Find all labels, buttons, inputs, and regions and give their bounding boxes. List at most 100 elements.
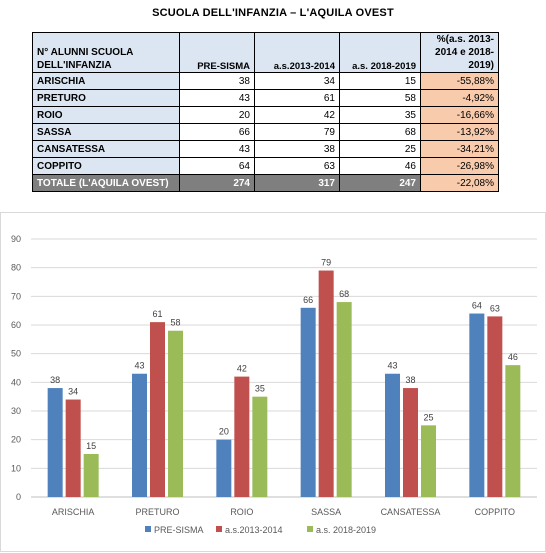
legend-swatch — [307, 526, 313, 532]
y-tick-label: 60 — [11, 320, 21, 330]
x-tick-label: SASSA — [311, 507, 341, 517]
table-row: ARISCHIA 38 34 15 -55,88% — [32, 72, 499, 90]
row-percent: -34,21% — [420, 140, 499, 158]
bar — [469, 313, 485, 497]
y-tick-label: 0 — [16, 492, 21, 502]
table-row: COPPITO 64 63 46 -26,98% — [32, 157, 499, 175]
header-pre-sisma: PRE-SISMA — [179, 32, 255, 73]
data-label: 38 — [405, 375, 415, 385]
data-label: 15 — [86, 441, 96, 451]
data-label: 64 — [472, 301, 482, 311]
legend-swatch — [216, 526, 222, 532]
bar — [150, 322, 165, 497]
total-2013-2014: 317 — [254, 174, 340, 192]
header-percent: %(a.s. 2013-2014 e 2018-2019) — [420, 32, 499, 73]
bar — [336, 302, 352, 497]
legend-label: a.s.2013-2014 — [225, 525, 283, 535]
x-tick-label: COPPITO — [475, 507, 515, 517]
data-label: 25 — [423, 412, 433, 422]
bar — [216, 439, 232, 497]
data-label: 20 — [219, 427, 229, 437]
row-percent: -26,98% — [420, 157, 499, 175]
row-2018-2019: 15 — [339, 72, 421, 90]
header-name: N° ALUNNI SCUOLA DELL'INFANZIA — [32, 32, 180, 73]
row-2013-2014: 42 — [254, 106, 340, 124]
bar — [505, 365, 521, 497]
row-pre-sisma: 64 — [179, 157, 255, 175]
data-label: 38 — [50, 375, 60, 385]
row-2013-2014: 61 — [254, 89, 340, 107]
table-row: ROIO 20 42 35 -16,66% — [32, 106, 499, 124]
header-2013-2014: a.s.2013-2014 — [254, 32, 340, 73]
row-percent: -55,88% — [420, 72, 499, 90]
header-2018-2019: a.s. 2018-2019 — [339, 32, 421, 73]
row-2018-2019: 68 — [339, 123, 421, 141]
table-row: PRETURO 43 61 58 -4,92% — [32, 89, 499, 107]
page-title: SCUOLA DELL'INFANZIA – L'AQUILA OVEST — [152, 7, 394, 19]
row-name: SASSA — [32, 123, 180, 141]
bar — [300, 307, 316, 497]
students-table: N° ALUNNI SCUOLA DELL'INFANZIA PRE-SISMA… — [32, 32, 499, 192]
bar — [318, 270, 334, 497]
y-tick-label: 30 — [11, 406, 21, 416]
row-pre-sisma: 43 — [179, 89, 255, 107]
data-label: 42 — [237, 364, 247, 374]
bar — [47, 388, 63, 497]
data-label: 63 — [490, 303, 500, 313]
bar-chart: 0 10 20 30 40 50 60 70 80 90 38 34 15 ARISCHIA 43 61 58 P… — [0, 212, 546, 552]
bar — [83, 454, 99, 497]
total-2018-2019: 247 — [339, 174, 421, 192]
legend-swatch — [145, 526, 151, 532]
row-name: ROIO — [32, 106, 180, 124]
bar — [403, 388, 418, 497]
row-pre-sisma: 20 — [179, 106, 255, 124]
data-label: 46 — [508, 352, 518, 362]
x-tick-label: CANSATESSA — [381, 507, 441, 517]
total-pre-sisma: 274 — [179, 174, 255, 192]
y-tick-label: 40 — [11, 377, 21, 387]
y-tick-label: 10 — [11, 463, 21, 473]
bar — [65, 399, 81, 497]
x-tick-label: ROIO — [230, 507, 253, 517]
bar — [487, 316, 503, 497]
row-name: COPPITO — [32, 157, 180, 175]
total-percent: -22,08% — [420, 174, 499, 192]
data-label: 43 — [387, 361, 397, 371]
bar-chart-svg: 0 10 20 30 40 50 60 70 80 90 38 34 15 ARISCHIA 43 61 58 P… — [11, 234, 537, 535]
row-2013-2014: 63 — [254, 157, 340, 175]
data-label: 35 — [255, 384, 265, 394]
row-pre-sisma: 38 — [179, 72, 255, 90]
row-2018-2019: 58 — [339, 89, 421, 107]
bar — [421, 425, 436, 497]
row-2013-2014: 79 — [254, 123, 340, 141]
legend-label: a.s. 2018-2019 — [316, 525, 376, 535]
y-tick-label: 20 — [11, 435, 21, 445]
y-tick-label: 90 — [11, 234, 21, 244]
row-2018-2019: 46 — [339, 157, 421, 175]
row-name: CANSATESSA — [32, 140, 180, 158]
row-2018-2019: 35 — [339, 106, 421, 124]
legend-label: PRE-SISMA — [154, 525, 204, 535]
data-label: 61 — [152, 309, 162, 319]
table-header-row: N° ALUNNI SCUOLA DELL'INFANZIA PRE-SISMA… — [32, 32, 499, 73]
data-label: 58 — [170, 318, 180, 328]
row-pre-sisma: 66 — [179, 123, 255, 141]
data-label: 66 — [303, 295, 313, 305]
row-2013-2014: 34 — [254, 72, 340, 90]
row-name: PRETURO — [32, 89, 180, 107]
total-name: TOTALE (L'AQUILA OVEST) — [32, 174, 180, 192]
row-percent: -16,66% — [420, 106, 499, 124]
x-tick-label: ARISCHIA — [52, 507, 95, 517]
table-row: SASSA 66 79 68 -13,92% — [32, 123, 499, 141]
bar — [168, 330, 183, 497]
row-2018-2019: 25 — [339, 140, 421, 158]
row-name: ARISCHIA — [32, 72, 180, 90]
y-tick-label: 70 — [11, 291, 21, 301]
bar — [132, 373, 147, 497]
data-label: 79 — [321, 258, 331, 268]
row-2013-2014: 38 — [254, 140, 340, 158]
bar — [252, 396, 268, 497]
y-tick-label: 50 — [11, 349, 21, 359]
row-pre-sisma: 43 — [179, 140, 255, 158]
data-label: 43 — [134, 361, 144, 371]
